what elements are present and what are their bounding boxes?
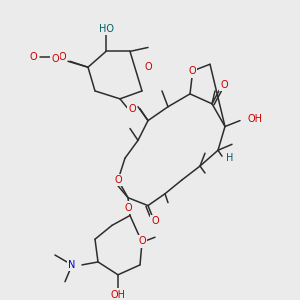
Text: O: O xyxy=(144,62,152,72)
Text: O: O xyxy=(151,216,159,226)
Text: OH: OH xyxy=(110,290,125,300)
Text: O: O xyxy=(220,80,228,90)
Text: OH: OH xyxy=(248,114,263,124)
Text: O: O xyxy=(51,54,59,64)
Text: HO: HO xyxy=(98,24,113,34)
Text: O: O xyxy=(58,52,66,62)
Text: H: H xyxy=(226,153,234,163)
Text: O: O xyxy=(188,66,196,76)
Text: O: O xyxy=(138,236,146,246)
Text: N: N xyxy=(68,260,76,270)
Text: O: O xyxy=(51,54,59,64)
Text: O: O xyxy=(29,52,37,62)
Text: O: O xyxy=(114,175,122,185)
Text: O: O xyxy=(124,202,132,213)
Text: O: O xyxy=(128,104,136,114)
